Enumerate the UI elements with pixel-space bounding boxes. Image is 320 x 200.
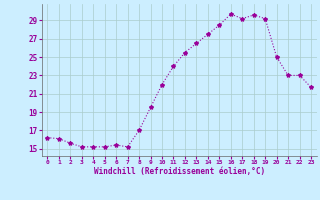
X-axis label: Windchill (Refroidissement éolien,°C): Windchill (Refroidissement éolien,°C): [94, 167, 265, 176]
